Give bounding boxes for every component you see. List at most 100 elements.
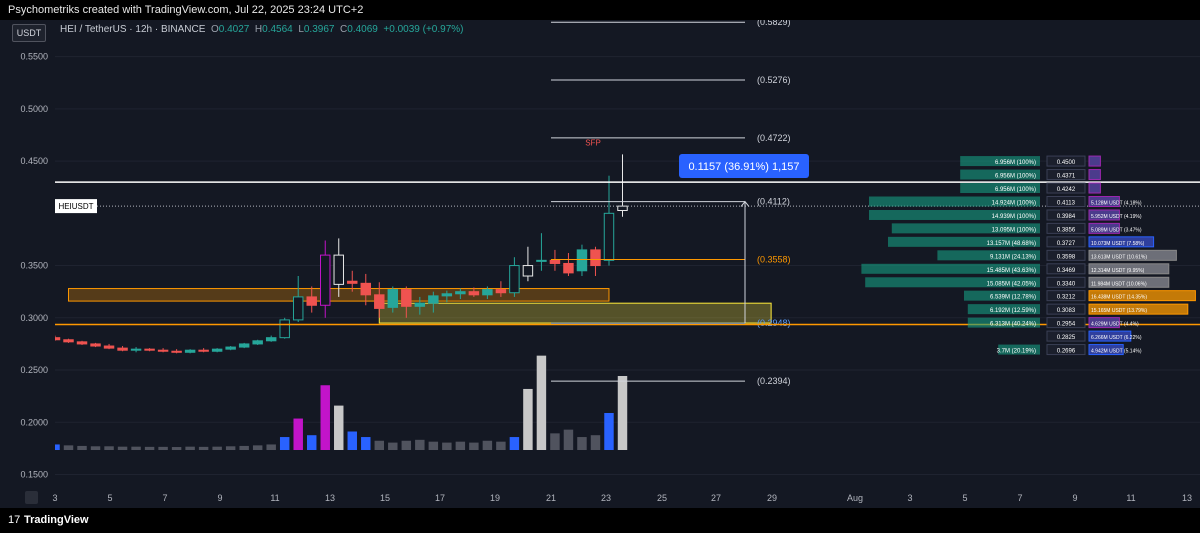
book-volume-label: 15.085M (42.05%) bbox=[987, 281, 1036, 287]
sfp-label: SFP bbox=[585, 138, 601, 147]
symbol-tag-label: HEIUSDT bbox=[58, 202, 93, 211]
book-price-label: 0.3340 bbox=[1057, 281, 1076, 287]
candle-body[interactable] bbox=[130, 348, 142, 351]
book-price-cell bbox=[1046, 222, 1086, 234]
volume-bar bbox=[523, 388, 533, 450]
book-price-cell bbox=[1046, 330, 1086, 342]
book-usdt-bar bbox=[1088, 222, 1120, 234]
book-price-cell bbox=[1046, 182, 1086, 194]
book-price-label: 0.4242 bbox=[1057, 187, 1076, 193]
open-label: O bbox=[210, 24, 219, 35]
volume-bar bbox=[306, 435, 317, 450]
candle-body[interactable] bbox=[441, 293, 453, 297]
candle-body[interactable] bbox=[157, 349, 169, 352]
candle-body[interactable] bbox=[522, 265, 534, 277]
candle-body[interactable] bbox=[103, 345, 115, 349]
candle-body[interactable] bbox=[279, 319, 290, 339]
book-volume-label: 6.313M (40.24%) bbox=[990, 322, 1036, 328]
candle-body[interactable] bbox=[171, 350, 182, 353]
candle-body[interactable] bbox=[563, 262, 574, 274]
volume-bar bbox=[577, 437, 587, 450]
candle-body[interactable] bbox=[576, 249, 588, 272]
book-price-cell bbox=[1046, 155, 1086, 167]
book-volume-bar bbox=[891, 223, 1040, 234]
measure-tool[interactable]: 0.1157 (36.91%) 1,157 SFP bbox=[585, 138, 809, 324]
candle-body[interactable] bbox=[495, 289, 507, 294]
candle-body[interactable] bbox=[225, 346, 236, 350]
x-tick-label: 7 bbox=[1017, 493, 1022, 503]
measure-badge[interactable] bbox=[679, 154, 809, 178]
candle-body[interactable] bbox=[333, 254, 344, 285]
x-tick-label: 17 bbox=[435, 493, 445, 503]
candle-body[interactable] bbox=[117, 347, 128, 351]
book-price-cell bbox=[1046, 169, 1086, 181]
volume-bar bbox=[77, 445, 87, 450]
price-chart[interactable]: (0.5829) (0.5276) (0.4722) (0.4112) (0.3558)… bbox=[0, 20, 1200, 508]
book-volume-label: 6.192M (12.59%) bbox=[990, 308, 1036, 314]
x-tick-label: 25 bbox=[657, 493, 667, 503]
candle-body[interactable] bbox=[468, 291, 480, 296]
volume-bar bbox=[266, 444, 276, 450]
candle-body[interactable] bbox=[211, 348, 223, 352]
volume-bar bbox=[428, 441, 439, 450]
candle-body[interactable] bbox=[617, 205, 628, 211]
candle-body[interactable] bbox=[76, 341, 88, 345]
candle-body[interactable] bbox=[509, 265, 520, 294]
volume-bar bbox=[198, 446, 209, 450]
candle-body[interactable] bbox=[306, 296, 317, 306]
candle-body[interactable] bbox=[347, 280, 358, 284]
x-tick-label: 21 bbox=[546, 493, 556, 503]
candle-body[interactable] bbox=[184, 349, 196, 353]
candle-body[interactable] bbox=[265, 337, 277, 342]
candle-body[interactable] bbox=[482, 289, 493, 296]
book-usdt-label: 12.314M USDT (9.95%) bbox=[1091, 268, 1145, 274]
book-usdt-bar bbox=[1088, 276, 1170, 288]
volume-bar bbox=[401, 440, 412, 450]
candle-body[interactable] bbox=[387, 289, 399, 308]
volume-bar bbox=[158, 446, 168, 450]
book-volume-label: 9.131M (24.13%) bbox=[990, 254, 1036, 260]
candle-body[interactable] bbox=[401, 289, 412, 307]
candle-body[interactable] bbox=[198, 349, 209, 352]
book-usdt-label: 4.629M USDT (4.4%) bbox=[1091, 322, 1139, 328]
book-volume-label: 6.539M (12.78%) bbox=[990, 295, 1036, 301]
zoom-reset-button[interactable] bbox=[25, 491, 38, 504]
currency-button[interactable]: USDT bbox=[12, 24, 46, 42]
candle-body[interactable] bbox=[590, 249, 601, 267]
candle-body[interactable] bbox=[144, 348, 155, 351]
candle-body[interactable] bbox=[603, 212, 615, 261]
candle-body[interactable] bbox=[549, 259, 561, 264]
fib-label: (0.4722) bbox=[757, 133, 791, 143]
candle-body[interactable] bbox=[90, 343, 101, 347]
candle-body[interactable] bbox=[320, 254, 331, 306]
candle-body[interactable] bbox=[238, 343, 250, 348]
candle-body[interactable] bbox=[414, 302, 426, 307]
candle-body[interactable] bbox=[428, 295, 439, 304]
x-tick-label: 5 bbox=[107, 493, 112, 503]
candle-body[interactable] bbox=[292, 296, 304, 321]
candle-body[interactable] bbox=[360, 282, 372, 296]
symbol-name[interactable]: HEI / TetherUS · 12h · BINANCE bbox=[60, 24, 206, 35]
volume-bar bbox=[63, 445, 74, 450]
candle-body[interactable] bbox=[455, 291, 466, 295]
grid bbox=[55, 56, 1200, 476]
book-usdt-bar bbox=[1088, 155, 1101, 167]
book-price-label: 0.3212 bbox=[1057, 295, 1076, 301]
book-volume-label: 14.939M (100%) bbox=[992, 214, 1036, 220]
high-value: 0.4564 bbox=[262, 24, 293, 35]
volume-bar bbox=[509, 437, 520, 450]
candle-body[interactable] bbox=[252, 340, 263, 345]
y-axis[interactable]: 0.5500 0.5000 0.4500 0.3500 0.3000 0.2500 0.20… bbox=[0, 20, 55, 505]
volume-bar bbox=[212, 446, 222, 450]
book-usdt-label: 6.266M USDT (6.22%) bbox=[1091, 335, 1142, 341]
candle-body[interactable] bbox=[536, 259, 547, 262]
book-volume-label: 6.956M (100%) bbox=[995, 187, 1036, 193]
volume-bar bbox=[171, 447, 182, 450]
y-tick-label: 0.2000 bbox=[20, 417, 48, 427]
candles[interactable] bbox=[49, 154, 628, 354]
candle-body[interactable] bbox=[63, 339, 74, 343]
fib-label: (0.3558) bbox=[757, 255, 791, 265]
candle-body[interactable] bbox=[374, 294, 385, 309]
x-axis[interactable]: 3 5 7 9 11 13 15 17 19 21 23 25 27 29 Aug 3 5 7 9 11 13 bbox=[25, 491, 1192, 504]
book-volume-bar bbox=[964, 290, 1040, 301]
